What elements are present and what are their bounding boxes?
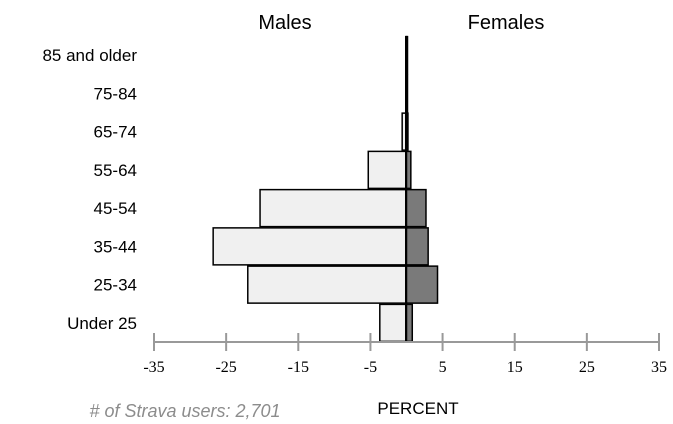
series-label-females: Females	[468, 12, 545, 34]
category-label: 75-84	[94, 84, 137, 103]
female-bar	[405, 150, 412, 190]
female-bar	[405, 303, 414, 343]
x-axis-title: PERCENT	[377, 399, 458, 418]
category-label: 55-64	[94, 161, 137, 180]
female-bar	[405, 188, 427, 228]
male-bar	[247, 265, 408, 304]
x-tick-label: -35	[143, 359, 164, 376]
male-bar	[259, 188, 408, 228]
sample-size-note: # of Strava users: 2,701	[89, 401, 280, 421]
x-axis-ticks: -35 -25 -15 -5 5 15 25 35	[143, 333, 667, 376]
category-label: 85 and older	[42, 46, 137, 65]
x-tick-label: 5	[439, 359, 447, 376]
category-label: 65-74	[94, 123, 137, 142]
male-bar	[212, 227, 408, 266]
bars	[212, 35, 439, 343]
category-labels: 85 and older 75-84 65-74 55-64 45-54 35-44 25-…	[42, 46, 137, 333]
female-bar	[405, 265, 439, 304]
male-bar	[367, 150, 408, 190]
male-bar	[379, 303, 408, 343]
series-label-males: Males	[258, 12, 311, 34]
x-tick-label: 25	[579, 359, 595, 376]
x-tick-label: -5	[364, 359, 377, 376]
category-label: 25-34	[94, 276, 137, 295]
category-label: 45-54	[94, 199, 137, 218]
x-tick-label: 15	[507, 359, 523, 376]
x-tick-label: -25	[215, 359, 236, 376]
x-tick-label: -15	[288, 359, 309, 376]
category-label: Under 25	[67, 314, 137, 333]
category-label: 35-44	[94, 237, 137, 256]
x-tick-label: 35	[651, 359, 667, 376]
female-bar	[405, 227, 429, 266]
